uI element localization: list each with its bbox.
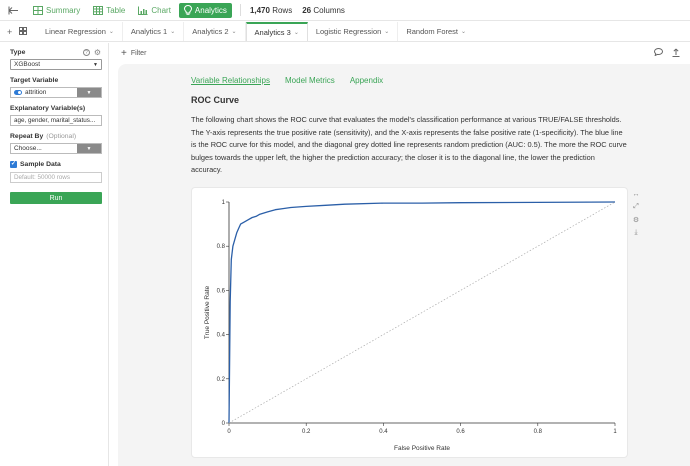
toggle-icon [14,90,22,95]
plus-icon: + [121,47,127,59]
y-tick-label: 0.4 [217,333,226,339]
caret-down-icon: ▼ [86,145,92,152]
tab-analytics-3[interactable]: Analytics 3 ⌄ [245,22,308,41]
analytics-button[interactable]: Analytics [178,2,232,18]
result-subtabs: Variable Relationships Model Metrics App… [191,76,383,85]
analytics-bulb-icon [183,5,192,15]
download-icon[interactable]: ⤓ [634,229,638,236]
tab-linear-regression[interactable]: Linear Regression ⌄ [37,22,123,41]
check-icon[interactable]: ✓ [10,161,17,168]
chevron-down-icon: ⌄ [384,29,390,35]
gear-icon[interactable]: ⚙ [632,217,640,224]
type-select[interactable]: XGBoost ▼ [10,59,102,70]
x-tick-label: 1 [613,429,617,435]
add-tab-plus-icon[interactable]: + [7,26,13,37]
random-prediction-diagonal [228,201,616,424]
chevron-down-icon: ⌄ [461,29,467,35]
gear-icon[interactable]: ⚙ [93,48,101,57]
back-arrow-icon[interactable] [4,1,22,19]
chart-tools: ↔ ⤢ ⚙ ⤓ [631,191,641,237]
repeat-by-label: Repeat By (Optional) [10,133,77,140]
target-variable-label: Target Variable [10,77,59,84]
tab-analytics-1[interactable]: Analytics 1 ⌄ [123,22,185,41]
repeat-by-dropdown-button[interactable]: ▼ [77,144,101,153]
analytics-label: Analytics [194,5,227,15]
x-tick-label: 0.6 [456,429,465,435]
fullscreen-icon[interactable]: ⤢ [633,203,639,210]
table-icon [93,5,104,15]
sample-rows-input[interactable]: Default: 50000 rows [10,172,102,183]
top-toolbar: Summary Table Chart Analytics 1,470 Rows… [0,0,690,21]
x-tick-label: 0.2 [302,429,311,435]
chevron-down-icon: ⌄ [170,29,176,35]
section-title: ROC Curve [191,95,240,105]
x-tick-label: 0.4 [379,429,388,435]
summary-grid-icon [33,5,43,15]
roc-chart: 0 0.2 0.4 0.6 0.8 1 0 0.2 0.4 0.6 0.8 1 False Positi… [204,200,617,452]
chart-label: Chart [151,5,171,15]
y-tick-label: 0 [222,421,226,427]
section-description: The following chart shows the ROC curve … [191,115,627,175]
analytics-content: Variable Relationships Model Metrics App… [118,64,690,466]
toolbar-divider [239,4,241,16]
tab-random-forest[interactable]: Random Forest ⌄ [406,27,467,36]
summary-label: Summary [46,5,81,15]
summary-button[interactable]: Summary [28,3,85,18]
chevron-down-icon: ⌄ [108,29,114,35]
tab-analytics-2[interactable]: Analytics 2 ⌄ [184,22,246,41]
tab-grid-icon[interactable] [19,26,28,37]
x-axis-title: False Positive Rate [394,445,450,452]
y-tick-label: 0.2 [217,377,226,383]
bar-chart-icon [138,6,148,15]
analytics-tabs: + Linear Regression ⌄ Analytics 1 ⌄ Analyt… [0,22,690,42]
chevron-down-icon: ⌄ [231,29,237,35]
y-tick-label: 0.6 [217,288,226,294]
filter-bar: + Filter [110,43,690,63]
subtab-model-metrics[interactable]: Model Metrics [285,76,335,85]
settings-panel: Type ? ⚙ XGBoost ▼ Target Variable attri… [0,43,109,466]
explanatory-variables-label: Explanatory Variable(s) [10,105,86,112]
table-button[interactable]: Table [88,3,130,18]
type-label-row: Type ? ⚙ [10,48,101,57]
roc-chart-card: 0 0.2 0.4 0.6 0.8 1 0 0.2 0.4 0.6 0.8 1 False Positi… [191,187,628,458]
subtab-appendix[interactable]: Appendix [349,76,384,85]
explanatory-variables-field[interactable]: age, gender, marital_status... [10,115,102,126]
y-tick-label: 0.8 [217,244,226,250]
chart-button[interactable]: Chart [133,3,176,18]
run-button[interactable]: Run [10,192,102,204]
caret-down-icon: ▼ [86,89,92,96]
y-tick-label: 1 [222,200,226,206]
subtab-variable-relationships[interactable]: Variable Relationships [191,76,271,85]
add-filter-button[interactable]: + Filter [121,47,147,59]
caret-down-icon: ▼ [93,61,98,68]
tab-logistic-regression[interactable]: Logistic Regression ⌄ [308,22,399,41]
target-variable-dropdown-button[interactable]: ▼ [77,88,101,97]
roc-curve-line [228,201,616,424]
sample-data-checkbox[interactable]: ✓ Sample Data [10,161,61,168]
help-icon[interactable]: ? [82,49,90,56]
chevron-down-icon: ⌄ [293,30,299,36]
rows-count: 1,470 Rows [249,5,293,15]
y-axis-title: True Positive Rate [204,286,211,340]
x-tick-label: 0.8 [534,429,543,435]
share-upload-icon[interactable] [672,48,680,59]
tabs-actions: + [0,22,37,41]
comment-icon[interactable] [653,47,664,59]
repeat-by-field[interactable]: Choose... ▼ [10,143,102,154]
target-variable-field[interactable]: attrition ▼ [10,87,102,98]
x-tick-label: 0 [227,429,231,435]
columns-count: 26 Columns [302,5,345,15]
expand-horizontal-icon[interactable]: ↔ [632,191,640,198]
table-label: Table [106,5,126,15]
